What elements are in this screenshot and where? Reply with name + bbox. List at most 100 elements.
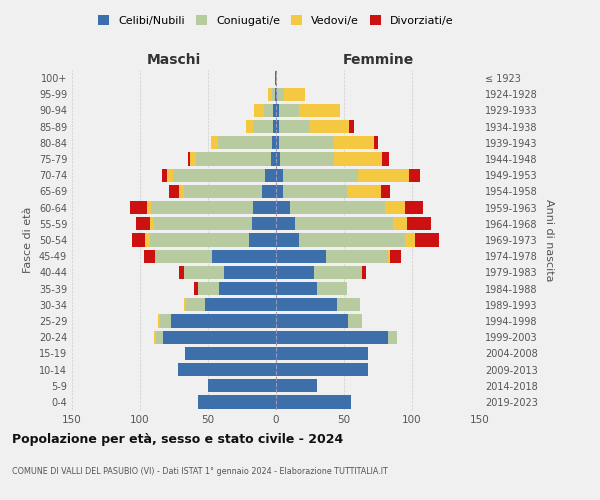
Bar <box>162 168 167 182</box>
Bar <box>275 88 276 101</box>
Bar <box>160 314 171 328</box>
Bar <box>276 282 317 295</box>
Bar <box>314 266 362 279</box>
Bar <box>265 168 276 182</box>
Bar <box>390 250 401 263</box>
Bar <box>144 250 155 263</box>
Bar <box>212 250 276 263</box>
Bar <box>393 217 407 230</box>
Bar <box>147 201 151 214</box>
Bar <box>362 266 366 279</box>
Bar <box>385 201 405 214</box>
Bar <box>262 185 276 198</box>
Bar <box>276 298 337 312</box>
Bar <box>276 217 295 230</box>
Bar <box>173 168 265 182</box>
Bar <box>283 185 347 198</box>
Bar <box>272 136 276 149</box>
Bar <box>246 120 253 134</box>
Bar <box>157 330 163 344</box>
Bar <box>199 282 219 295</box>
Bar <box>280 152 334 166</box>
Text: COMUNE DI VALLI DEL PASUBIO (VI) - Dati ISTAT 1° gennaio 2024 - Elaborazione TUT: COMUNE DI VALLI DEL PASUBIO (VI) - Dati … <box>12 468 388 476</box>
Bar <box>154 330 157 344</box>
Bar <box>167 168 173 182</box>
Bar <box>254 104 264 117</box>
Text: Femmine: Femmine <box>343 53 413 67</box>
Bar <box>275 72 276 85</box>
Bar <box>149 234 249 246</box>
Bar <box>407 217 431 230</box>
Bar <box>132 234 145 246</box>
Y-axis label: Fasce di età: Fasce di età <box>23 207 33 273</box>
Bar <box>388 330 397 344</box>
Bar <box>224 266 276 279</box>
Bar <box>284 88 305 101</box>
Bar <box>155 250 212 263</box>
Bar <box>276 234 299 246</box>
Bar <box>276 363 368 376</box>
Bar <box>276 314 348 328</box>
Bar <box>130 201 147 214</box>
Text: Maschi: Maschi <box>147 53 201 67</box>
Bar <box>374 136 378 149</box>
Bar <box>186 298 205 312</box>
Bar <box>276 346 368 360</box>
Bar <box>190 152 196 166</box>
Bar <box>264 104 273 117</box>
Bar <box>333 136 374 149</box>
Bar <box>348 314 362 328</box>
Bar <box>149 217 154 230</box>
Bar <box>136 217 149 230</box>
Bar <box>199 396 276 408</box>
Bar <box>276 168 283 182</box>
Bar <box>218 136 272 149</box>
Bar <box>184 266 224 279</box>
Bar <box>169 185 179 198</box>
Bar <box>194 282 199 295</box>
Bar <box>276 120 279 134</box>
Bar <box>279 120 308 134</box>
Bar <box>276 266 314 279</box>
Bar <box>179 185 184 198</box>
Bar <box>163 330 276 344</box>
Bar <box>409 168 420 182</box>
Bar <box>388 250 390 263</box>
Bar <box>271 152 276 166</box>
Bar <box>415 234 439 246</box>
Bar <box>276 104 279 117</box>
Bar <box>277 88 284 101</box>
Bar <box>295 217 393 230</box>
Bar <box>276 201 290 214</box>
Y-axis label: Anni di nascita: Anni di nascita <box>544 198 554 281</box>
Bar <box>185 346 276 360</box>
Bar <box>276 72 277 85</box>
Bar <box>349 120 353 134</box>
Bar <box>382 152 389 166</box>
Bar <box>253 120 273 134</box>
Bar <box>347 185 381 198</box>
Bar <box>154 217 251 230</box>
Bar <box>158 314 160 328</box>
Bar <box>205 298 276 312</box>
Bar <box>251 217 276 230</box>
Bar <box>249 234 276 246</box>
Bar <box>405 234 415 246</box>
Bar <box>276 330 388 344</box>
Bar <box>276 136 279 149</box>
Bar <box>299 104 340 117</box>
Bar <box>276 88 277 101</box>
Bar <box>151 201 253 214</box>
Bar <box>188 152 190 166</box>
Bar <box>171 314 276 328</box>
Legend: Celibi/Nubili, Coniugati/e, Vedovi/e, Divorziati/e: Celibi/Nubili, Coniugati/e, Vedovi/e, Di… <box>94 10 458 30</box>
Bar <box>253 201 276 214</box>
Bar <box>276 396 351 408</box>
Bar <box>272 88 275 101</box>
Bar <box>290 201 385 214</box>
Bar <box>308 120 349 134</box>
Bar <box>358 168 409 182</box>
Text: Popolazione per età, sesso e stato civile - 2024: Popolazione per età, sesso e stato civil… <box>12 432 343 446</box>
Bar <box>276 250 326 263</box>
Bar <box>279 104 299 117</box>
